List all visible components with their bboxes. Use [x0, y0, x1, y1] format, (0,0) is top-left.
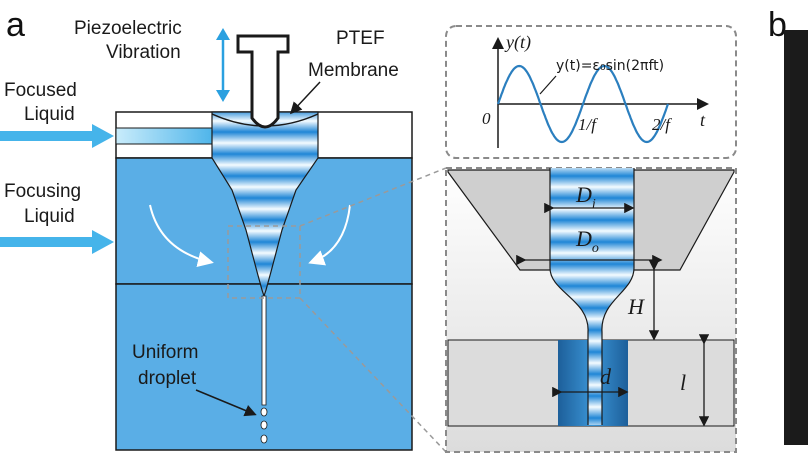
- focused-liquid-arrow: [0, 124, 114, 148]
- droplet: [260, 434, 268, 444]
- focused-label-2: Liquid: [24, 104, 75, 125]
- droplet: [260, 407, 268, 417]
- panel-b-image: [784, 30, 808, 445]
- droplet: [260, 420, 268, 430]
- droplet-label-2: droplet: [138, 368, 197, 389]
- tick-1-label: 1/f: [578, 115, 598, 134]
- l-label: l: [680, 370, 686, 395]
- membrane-label-2: Membrane: [308, 60, 399, 81]
- droplet-pointer: [195, 389, 257, 417]
- liquid-jet: [261, 295, 267, 406]
- equation-pointer: [539, 75, 557, 95]
- piezo-label-1: Piezoelectric: [74, 18, 182, 39]
- droplet-label-1: Uniform: [132, 342, 199, 363]
- focused-label-1: Focused: [4, 80, 77, 101]
- y-axis-label: y(t): [504, 32, 531, 53]
- focusing-label-1: Focusing: [4, 181, 81, 202]
- zoom-region: [227, 225, 301, 299]
- do-label: Do: [575, 226, 599, 256]
- piezo-plunger: [236, 34, 290, 129]
- membrane-pointer: [289, 81, 321, 115]
- flow-arrow-left: [149, 204, 214, 267]
- focusing-liquid-arrow: [0, 230, 114, 254]
- equation: y(t)=ε₀sin(2πft): [556, 58, 664, 74]
- d-label: d: [600, 364, 612, 389]
- di-label: Di: [575, 182, 596, 212]
- inlet-channel: [115, 127, 213, 145]
- origin-label: 0: [482, 109, 491, 128]
- panel-a-label: a: [6, 6, 25, 44]
- tick-2-label: 2/f: [652, 115, 672, 134]
- piezo-label-2: Vibration: [106, 42, 181, 63]
- flow-arrow-right: [308, 204, 351, 266]
- t-axis-label: t: [700, 110, 706, 130]
- panel-b-label: b: [768, 6, 787, 44]
- waveform-inset: [445, 25, 737, 159]
- h-label: H: [627, 294, 645, 319]
- focusing-label-2: Liquid: [24, 206, 75, 227]
- zoom-line-top: [299, 167, 447, 227]
- sine-curve: [496, 64, 670, 144]
- membrane-label-1: PTEF: [336, 28, 385, 49]
